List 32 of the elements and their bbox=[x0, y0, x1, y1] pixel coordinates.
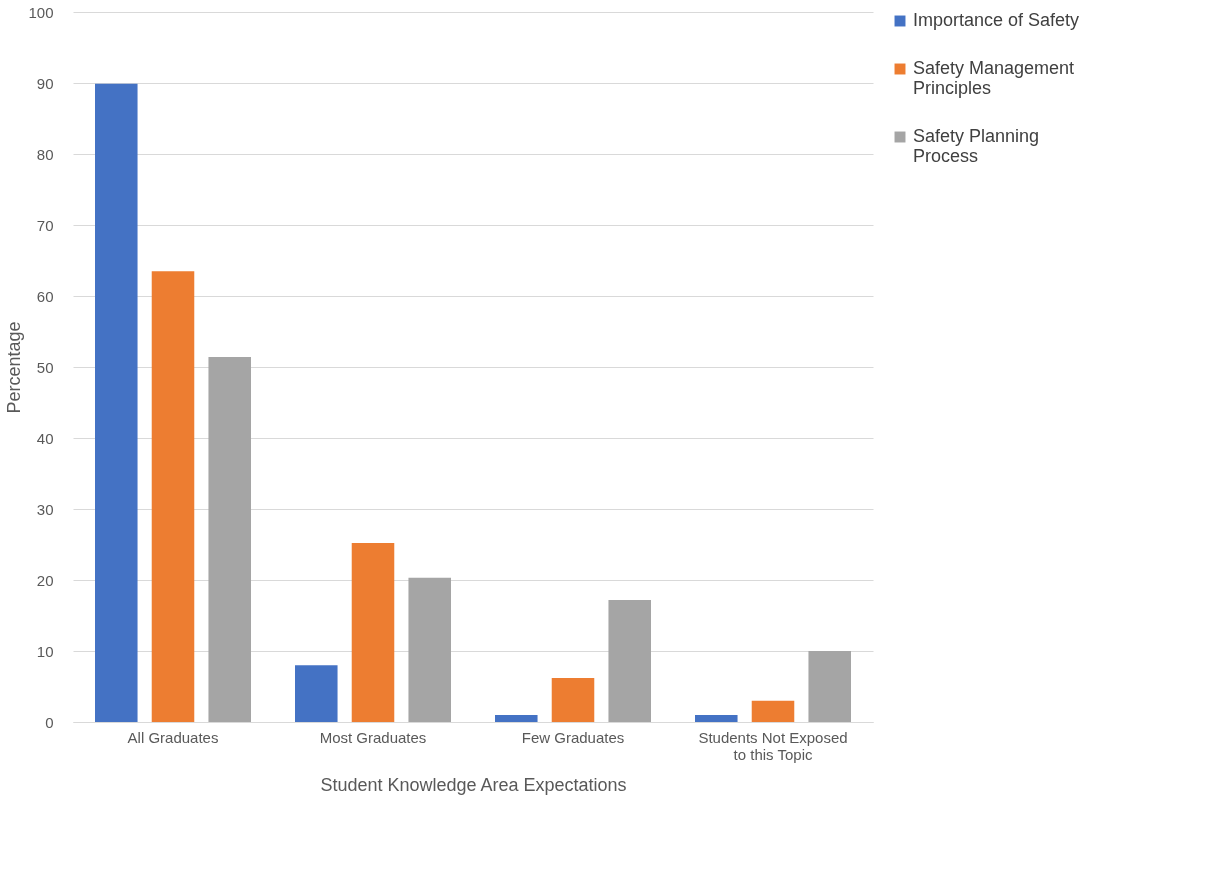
y-tick-label: 80 bbox=[36, 145, 54, 163]
x-axis-title: Student Knowledge Area Expectations bbox=[320, 774, 627, 795]
x-tick-label: Few Graduates bbox=[521, 728, 625, 746]
legend-label: Safety Management Principles bbox=[913, 58, 1075, 98]
bar bbox=[495, 714, 538, 722]
bar bbox=[408, 577, 451, 722]
bar bbox=[608, 599, 651, 722]
legend-label: Importance of Safety bbox=[913, 10, 1080, 30]
bar bbox=[695, 714, 738, 722]
y-tick-label: 70 bbox=[36, 216, 54, 234]
y-tick-label: 40 bbox=[36, 429, 54, 447]
bar bbox=[208, 357, 251, 722]
y-tick-label: 90 bbox=[36, 74, 54, 92]
bar bbox=[295, 665, 338, 722]
bar bbox=[151, 271, 195, 722]
bar bbox=[551, 677, 595, 722]
bar bbox=[808, 651, 851, 722]
y-tick-label: 100 bbox=[28, 3, 54, 21]
x-tick-label: All Graduates bbox=[127, 728, 219, 746]
x-tick-label: Students Not Exposed to this Topic bbox=[698, 728, 848, 763]
y-tick-label: 20 bbox=[36, 571, 54, 589]
bar bbox=[351, 543, 395, 722]
y-tick-label: 10 bbox=[36, 642, 54, 660]
y-tick-label: 50 bbox=[36, 358, 54, 376]
y-axis-title: Percentage bbox=[4, 321, 25, 414]
y-tick-label: 60 bbox=[36, 287, 54, 305]
bar bbox=[95, 83, 138, 722]
legend-label: Safety Planning Process bbox=[913, 126, 1040, 166]
y-tick-label: 0 bbox=[45, 713, 54, 731]
bar bbox=[751, 700, 795, 722]
x-tick-label: Most Graduates bbox=[319, 728, 427, 746]
y-tick-label: 30 bbox=[36, 500, 54, 518]
